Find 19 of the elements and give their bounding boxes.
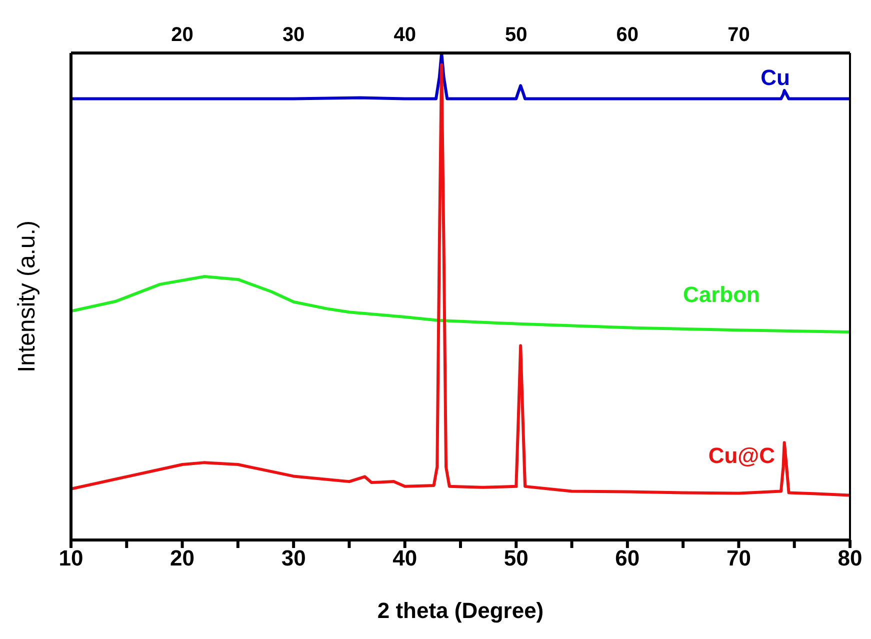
x-tick-label: 20 xyxy=(170,546,195,571)
x2-tick-label: 30 xyxy=(282,24,305,46)
x-tick-label: 40 xyxy=(392,546,418,571)
x2-tick-label: 20 xyxy=(171,24,194,46)
series-label: Cu xyxy=(760,64,790,90)
x-axis-title: 2 theta (Degree) xyxy=(377,598,544,623)
series-label: Cu@C xyxy=(708,443,776,468)
x2-tick-label: 60 xyxy=(616,24,639,46)
x2-tick-label: 50 xyxy=(505,24,528,46)
x2-tick-label: 40 xyxy=(394,24,416,46)
x-tick-label: 10 xyxy=(58,546,84,571)
x-tick-label: 50 xyxy=(504,546,528,571)
series-label: Carbon xyxy=(683,282,760,308)
x-tick-label: 80 xyxy=(838,546,862,571)
x2-tick-label: 70 xyxy=(728,24,750,46)
x-tick-label: 70 xyxy=(726,546,751,571)
x-tick-label: 60 xyxy=(615,546,640,571)
x-tick-label: 30 xyxy=(281,546,306,571)
y-axis-title: Intensity (a.u.) xyxy=(14,220,41,373)
